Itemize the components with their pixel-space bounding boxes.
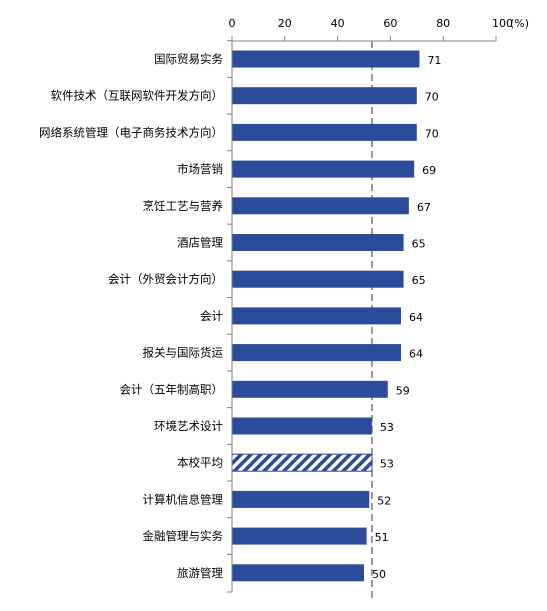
category-label: 酒店管理: [177, 236, 223, 250]
bar: [232, 87, 417, 105]
x-tick-label: 100: [492, 17, 513, 30]
bar: [232, 344, 401, 362]
value-label: 52: [377, 494, 391, 507]
bar: [232, 160, 415, 178]
value-label: 50: [372, 568, 386, 581]
bar: [232, 380, 388, 398]
category-label: 市场营销: [177, 162, 223, 176]
category-label: 旅游管理: [177, 566, 223, 580]
bar: [232, 527, 367, 545]
bar: [232, 270, 404, 288]
value-label: 53: [380, 458, 394, 471]
category-label: 软件技术（互联网软件开发方向）: [51, 89, 224, 103]
category-label: 国际贸易实务: [154, 52, 223, 66]
category-label: 会计: [200, 309, 223, 323]
value-label: 59: [396, 384, 410, 397]
category-label: 金融管理与实务: [143, 529, 224, 543]
category-label: 烹饪工艺与营养: [143, 199, 224, 213]
value-label: 64: [409, 311, 423, 324]
category-label: 网络系统管理（电子商务技术方向）: [39, 125, 223, 139]
x-tick-label: 60: [383, 17, 397, 30]
value-label: 51: [375, 531, 389, 544]
bar: [232, 123, 417, 141]
category-label: 会计（五年制高职）: [120, 382, 224, 396]
category-label: 报关与国际货运: [143, 346, 224, 360]
category-label: 计算机信息管理: [143, 492, 224, 506]
bar: [232, 50, 420, 68]
bar: [232, 490, 370, 508]
x-tick-label: 80: [436, 17, 450, 30]
value-label: 67: [417, 201, 431, 214]
value-label: 70: [425, 127, 439, 140]
x-tick-label: 40: [331, 17, 345, 30]
x-tick-label: 20: [278, 17, 292, 30]
bar: [232, 417, 372, 435]
bar: [232, 307, 401, 325]
value-label: 69: [422, 164, 436, 177]
bar-school-average: [231, 453, 373, 472]
x-tick-label: 0: [229, 17, 236, 30]
category-label: 环境艺术设计: [154, 419, 223, 433]
value-label: 64: [409, 348, 423, 361]
bar: [232, 564, 364, 582]
value-label: 65: [412, 274, 426, 287]
category-label: 会计（外贸会计方向）: [108, 272, 223, 286]
bar: [232, 234, 404, 251]
value-label: 53: [380, 421, 394, 434]
x-axis-unit-label: (%): [510, 17, 529, 30]
value-label: 70: [425, 91, 439, 104]
value-label: 71: [427, 54, 441, 67]
value-label: 65: [412, 238, 426, 251]
category-label: 本校平均: [177, 456, 223, 470]
bar: [232, 197, 409, 215]
